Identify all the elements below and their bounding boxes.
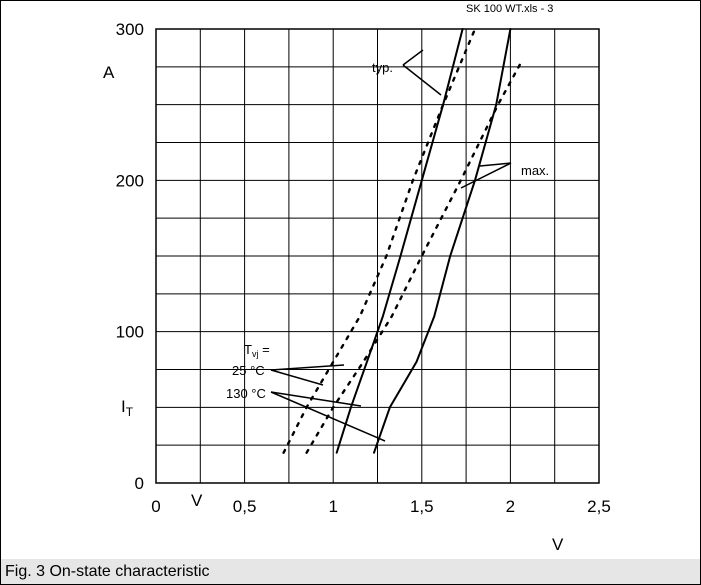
caption-bar: Fig. 3 On-state characteristic: [1, 559, 700, 584]
annotation-typ: typ.: [372, 60, 393, 75]
x-axis-label: V: [552, 535, 564, 554]
max-leader-top: [479, 162, 512, 167]
x-tick-label: 1: [328, 497, 337, 516]
dashed-curve-1: [282, 27, 477, 454]
x-tick-label: 0: [151, 497, 160, 516]
source-file-label: SK 100 WT.xls - 3: [466, 3, 553, 15]
annotation-tvj: Tvj =: [244, 342, 270, 359]
annotation-tvj-subscript: vj: [252, 349, 259, 359]
annotation-temp-130: 130 °C: [226, 386, 266, 401]
annotation-temp-25: 25 °C: [232, 363, 265, 378]
chart-grid: [155, 28, 600, 484]
solid-curve-2: [335, 28, 464, 454]
y-axis-unit: A: [103, 63, 115, 82]
annotation-tvj-symbol: T: [244, 342, 252, 357]
annotation-tvj-equals: =: [258, 342, 269, 357]
y-tick-label: 100: [116, 323, 144, 342]
annotation-max: max.: [521, 163, 549, 178]
temp25-leader-a: [270, 364, 345, 371]
temp130-leader-b: [270, 391, 386, 442]
x-axis-unit-left: V: [191, 491, 203, 510]
y-axis-label-symbol: I: [121, 397, 126, 416]
tick-labels: 0 0,5 1 1,5 2 2,5 0 100 200 300: [116, 20, 611, 516]
typ-leader-right: [402, 64, 442, 96]
on-state-characteristic-chart: 0 0,5 1 1,5 2 2,5 0 100 200 300 typ. max. Tvj = 2…: [103, 3, 611, 554]
y-tick-label: 200: [116, 171, 144, 190]
figure-caption: Fig. 3 On-state characteristic: [5, 563, 210, 580]
annotation-leader-lines: [270, 49, 512, 442]
solid-curve-4: [373, 28, 512, 454]
max-leader-bottom: [460, 162, 512, 189]
x-tick-label: 2,5: [587, 497, 611, 516]
y-axis-label-subscript: T: [126, 405, 134, 419]
y-tick-label: 300: [116, 20, 144, 39]
x-tick-label: 1,5: [410, 497, 434, 516]
y-axis-label: IT: [121, 397, 134, 419]
typ-leader-left: [402, 49, 424, 66]
temp25-leader-b: [270, 369, 324, 386]
curve-series: [282, 27, 524, 454]
x-tick-label: 2: [506, 497, 515, 516]
temp130-leader-a: [270, 391, 362, 407]
x-tick-label: 0,5: [233, 497, 257, 516]
y-tick-label: 0: [135, 474, 144, 493]
curve-annotations: typ. max. Tvj = 25 °C 130 °C: [226, 60, 549, 401]
